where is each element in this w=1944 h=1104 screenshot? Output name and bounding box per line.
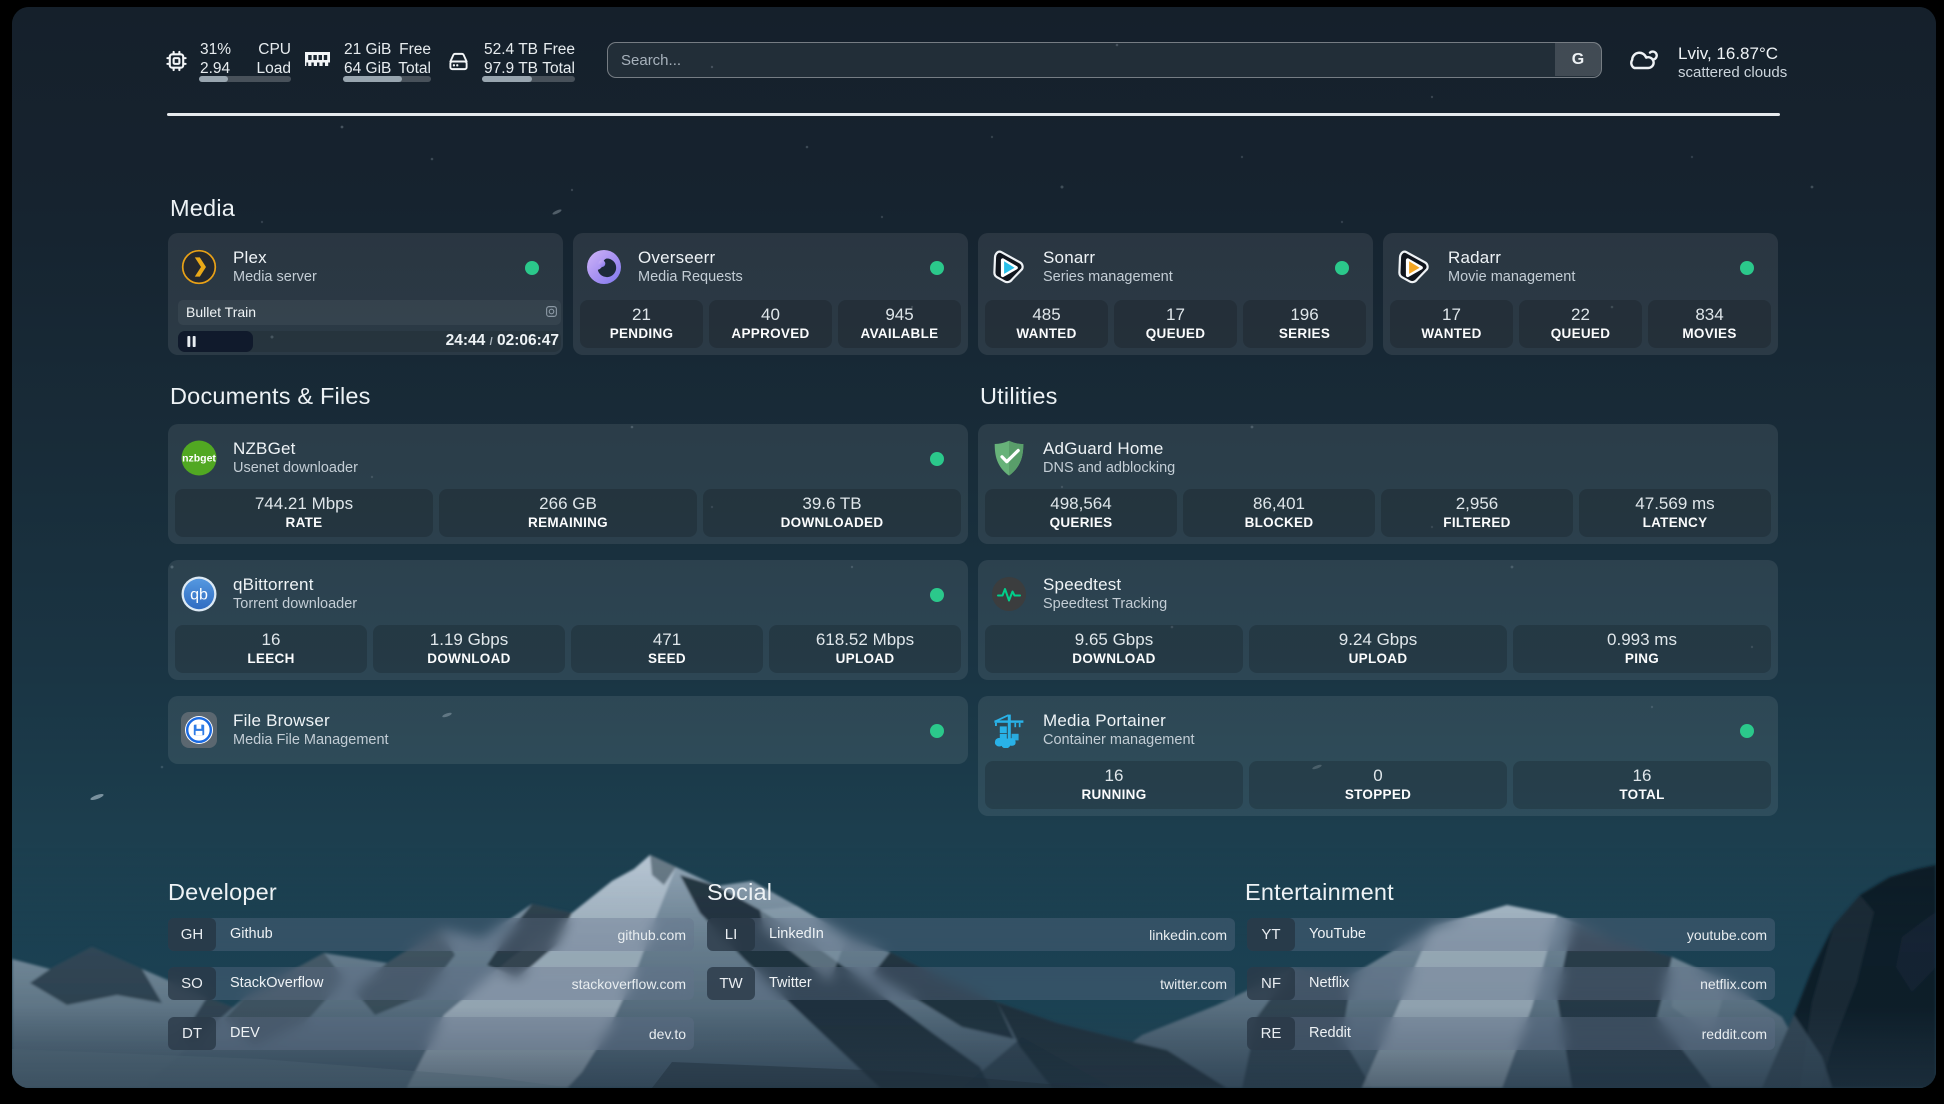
svg-text:nzbget: nzbget	[182, 453, 216, 465]
svg-text:qb: qb	[190, 587, 208, 604]
